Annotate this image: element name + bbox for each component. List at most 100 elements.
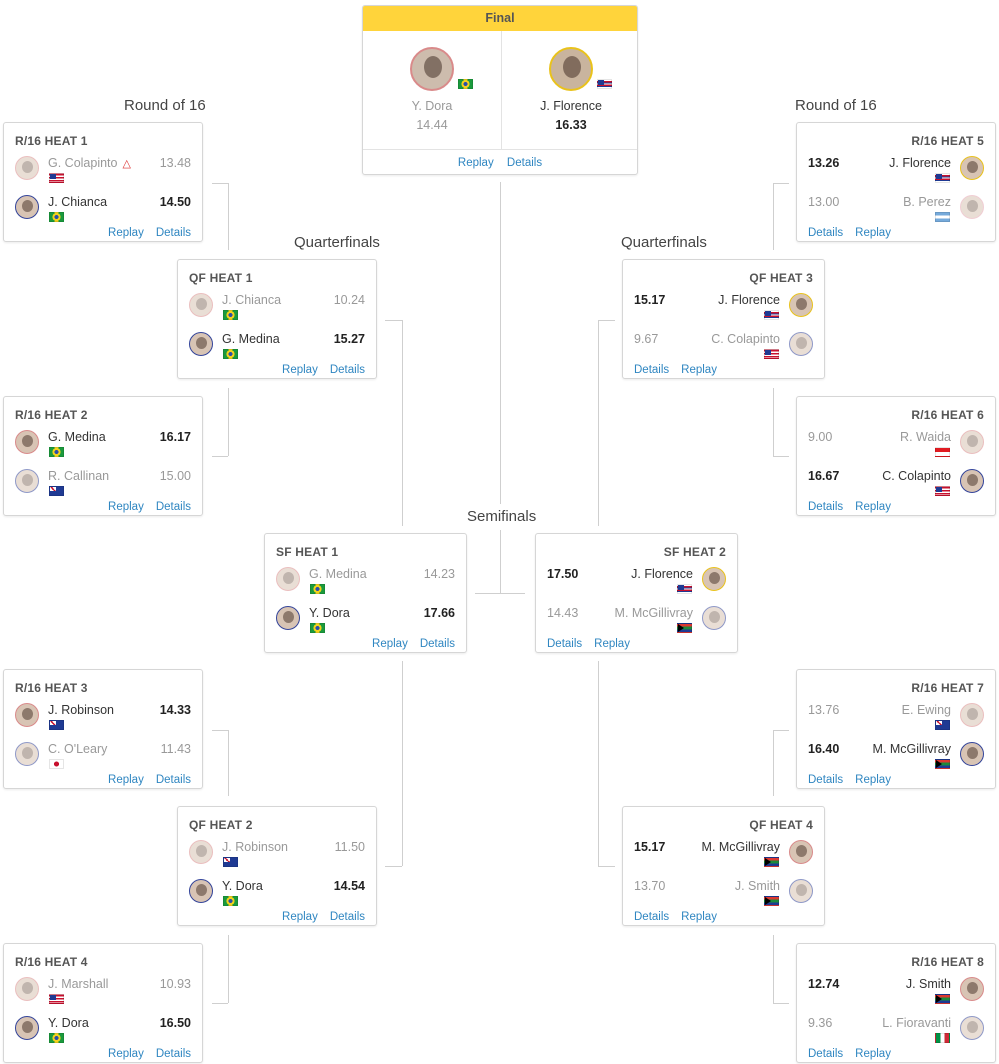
surfer-row[interactable]: Y. Dora 17.66 <box>265 603 466 637</box>
surfer-row[interactable]: L. Fioravanti 9.36 <box>797 1013 995 1047</box>
surfer-avatar <box>789 879 813 903</box>
details-link[interactable]: Details <box>808 227 844 239</box>
final-surfer-a[interactable]: Y. Dora 14.44 <box>363 31 501 149</box>
details-link[interactable]: Details <box>634 364 670 376</box>
australia-flag-icon <box>223 857 238 867</box>
replay-link[interactable]: Replay <box>855 227 891 239</box>
surfer-name: C. O'Leary <box>48 742 108 756</box>
surfer-row[interactable]: J. Marshall 10.93 <box>4 974 202 1008</box>
surfer-score: 13.48 <box>159 156 191 170</box>
replay-link[interactable]: Replay <box>855 774 891 786</box>
surfer-row[interactable]: J. Florence 13.26 <box>797 153 995 187</box>
replay-link[interactable]: Replay <box>594 638 630 650</box>
surfer-row[interactable]: G. Medina 15.27 <box>178 329 376 363</box>
surfer-name: G. Medina <box>309 567 367 581</box>
surfer-row[interactable]: J. Chianca 14.50 <box>4 192 202 226</box>
surfer-score: 15.00 <box>159 469 191 483</box>
details-link[interactable]: Details <box>808 774 844 786</box>
surfer-avatar <box>789 293 813 317</box>
details-link[interactable]: Details <box>155 1048 191 1060</box>
surfer-score: 15.17 <box>634 293 666 307</box>
surfer-row[interactable]: J. Smith 12.74 <box>797 974 995 1008</box>
final-surfer-b[interactable]: J. Florence 16.33 <box>501 31 637 149</box>
brazil-flag-icon <box>223 349 238 359</box>
surfer-avatar <box>15 977 39 1001</box>
heat-title: R/16 HEAT 6 <box>911 408 984 422</box>
final-replay-link[interactable]: Replay <box>457 157 494 169</box>
surfer-row[interactable]: R. Waida 9.00 <box>797 427 995 461</box>
heat-card-qf-1: QF HEAT 1 J. Chianca 10.24 G. Medina 15.… <box>177 259 377 379</box>
surfer-name: M. McGillivray <box>701 840 780 854</box>
details-link[interactable]: Details <box>155 227 191 239</box>
details-link[interactable]: Details <box>808 501 844 513</box>
surfer-row[interactable]: B. Perez 13.00 <box>797 192 995 226</box>
details-link[interactable]: Details <box>155 774 191 786</box>
surfer-row[interactable]: G. Medina 14.23 <box>265 564 466 598</box>
replay-link[interactable]: Replay <box>681 364 717 376</box>
surfer-row[interactable]: G. Colapinto △ 13.48 <box>4 153 202 187</box>
replay-link[interactable]: Replay <box>108 1048 144 1060</box>
heat-links: Replay Details <box>270 911 365 923</box>
surfer-avatar <box>960 703 984 727</box>
heat-title: R/16 HEAT 2 <box>15 408 88 422</box>
surfer-row[interactable]: J. Chianca 10.24 <box>178 290 376 324</box>
surfer-row[interactable]: J. Robinson 14.33 <box>4 700 202 734</box>
replay-link[interactable]: Replay <box>108 227 144 239</box>
heat-title: SF HEAT 2 <box>663 545 726 559</box>
surfer-avatar <box>549 47 593 91</box>
australia-flag-icon <box>935 720 950 730</box>
heat-title: R/16 HEAT 4 <box>15 955 88 969</box>
surfer-name: J. Chianca <box>48 195 108 209</box>
surfer-avatar <box>960 430 984 454</box>
details-link[interactable]: Details <box>808 1048 844 1060</box>
surfer-row[interactable]: J. Florence 15.17 <box>623 290 824 324</box>
details-link[interactable]: Details <box>419 638 455 650</box>
hawaii-flag-icon <box>597 79 612 89</box>
replay-link[interactable]: Replay <box>855 501 891 513</box>
replay-link[interactable]: Replay <box>282 911 318 923</box>
surfer-row[interactable]: J. Florence 17.50 <box>536 564 737 598</box>
surfer-score: 13.76 <box>808 703 840 717</box>
heat-links: Replay Details <box>96 501 191 513</box>
surfer-row[interactable]: E. Ewing 13.76 <box>797 700 995 734</box>
surfer-name: L. Fioravanti <box>882 1016 951 1030</box>
details-link[interactable]: Details <box>634 911 670 923</box>
surfer-score: 16.40 <box>808 742 840 756</box>
surfer-row[interactable]: C. Colapinto 9.67 <box>623 329 824 363</box>
surfer-row[interactable]: R. Callinan 15.00 <box>4 466 202 500</box>
surfer-row[interactable]: M. McGillivray 14.43 <box>536 603 737 637</box>
surfer-score: 15.27 <box>333 332 365 346</box>
replay-link[interactable]: Replay <box>282 364 318 376</box>
replay-link[interactable]: Replay <box>108 774 144 786</box>
south-africa-flag-icon <box>677 623 692 633</box>
surfer-row[interactable]: C. O'Leary 11.43 <box>4 739 202 773</box>
final-surfer-b-score: 16.33 <box>555 118 587 132</box>
heat-links: Replay Details <box>96 227 191 239</box>
surfer-score: 17.50 <box>547 567 579 581</box>
surfer-row[interactable]: Y. Dora 14.54 <box>178 876 376 910</box>
replay-link[interactable]: Replay <box>108 501 144 513</box>
surfer-row[interactable]: G. Medina 16.17 <box>4 427 202 461</box>
heat-title: R/16 HEAT 3 <box>15 681 88 695</box>
replay-link[interactable]: Replay <box>855 1048 891 1060</box>
details-link[interactable]: Details <box>155 501 191 513</box>
south-africa-flag-icon <box>764 896 779 906</box>
heat-links: Details Replay <box>808 227 903 239</box>
surfer-row[interactable]: J. Robinson 11.50 <box>178 837 376 871</box>
surfer-name: M. McGillivray <box>872 742 951 756</box>
final-details-link[interactable]: Details <box>506 157 543 169</box>
surfer-score: 11.43 <box>160 742 191 756</box>
replay-link[interactable]: Replay <box>681 911 717 923</box>
surfer-row[interactable]: J. Smith 13.70 <box>623 876 824 910</box>
surfer-avatar <box>15 430 39 454</box>
surfer-row[interactable]: M. McGillivray 16.40 <box>797 739 995 773</box>
surfer-row[interactable]: C. Colapinto 16.67 <box>797 466 995 500</box>
surfer-row[interactable]: Y. Dora 16.50 <box>4 1013 202 1047</box>
surfer-avatar <box>189 879 213 903</box>
details-link[interactable]: Details <box>547 638 583 650</box>
details-link[interactable]: Details <box>329 364 365 376</box>
surfer-score: 13.00 <box>808 195 840 209</box>
replay-link[interactable]: Replay <box>372 638 408 650</box>
surfer-row[interactable]: M. McGillivray 15.17 <box>623 837 824 871</box>
details-link[interactable]: Details <box>329 911 365 923</box>
